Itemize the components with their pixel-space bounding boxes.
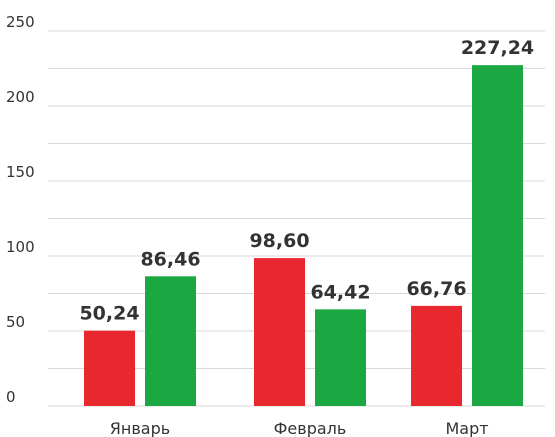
y-tick-label: 50 (6, 313, 25, 331)
bars (84, 65, 523, 406)
y-tick-label: 100 (6, 238, 35, 256)
bar (254, 258, 305, 406)
x-tick-label: Март (445, 419, 488, 437)
x-axis-ticks: Январь Февраль Март (110, 419, 489, 437)
y-axis-ticks: 0 50 100 150 200 250 (6, 13, 35, 406)
bar (411, 305, 462, 406)
bar (315, 309, 366, 406)
x-tick-label: Февраль (274, 419, 347, 437)
y-tick-label: 200 (6, 88, 35, 106)
y-tick-label: 150 (6, 163, 35, 181)
data-label: 86,46 (140, 248, 200, 270)
y-tick-label: 0 (6, 388, 16, 406)
bar (145, 276, 196, 406)
x-tick-label: Январь (110, 419, 170, 437)
data-label: 66,76 (406, 278, 466, 300)
data-label: 50,24 (79, 303, 139, 325)
data-label: 64,42 (310, 281, 370, 303)
data-label: 227,24 (461, 37, 534, 59)
data-label: 98,60 (249, 230, 309, 252)
bar (472, 65, 523, 406)
bar (84, 330, 135, 406)
data-labels: 50,24 86,46 98,60 64,42 66,76 227,24 (79, 37, 534, 325)
y-tick-label: 250 (6, 13, 35, 31)
